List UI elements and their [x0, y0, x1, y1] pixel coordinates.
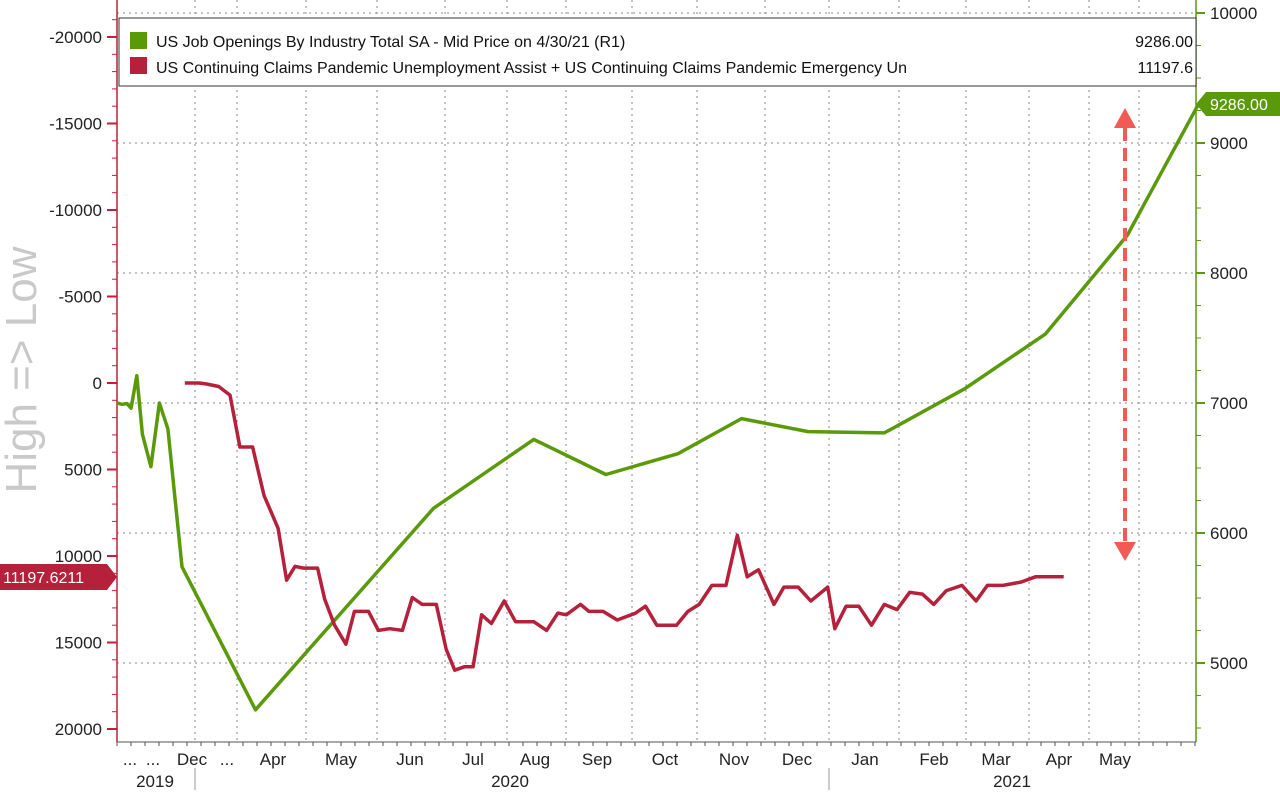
x-tick-label: Apr [260, 750, 287, 769]
left-tick-label: -20000 [49, 28, 102, 47]
right-tick-label: 8000 [1210, 264, 1248, 283]
left-tick-label: -15000 [49, 115, 102, 134]
grid-layer [117, 0, 1196, 742]
claims-last-value-tag [0, 564, 117, 590]
x-tick-label: May [1099, 750, 1132, 769]
x-year-label: 2020 [491, 772, 529, 790]
gap-arrow-up-head [1114, 108, 1136, 128]
x-tick-label: Jan [851, 750, 878, 769]
legend-swatch-continuing-claims [130, 57, 147, 74]
x-year-label: 2019 [136, 772, 174, 790]
right-tick-label: 7000 [1210, 394, 1248, 413]
legend-swatch-job-openings [130, 32, 147, 49]
value-tags: 9286.00 11197.6211 [0, 92, 1280, 590]
series-layer [116, 104, 1200, 712]
legend-value-continuing-claims: 11197.6 [1138, 60, 1194, 77]
x-tick-label: Mar [981, 750, 1011, 769]
x-tick-label: Dec [177, 750, 208, 769]
right-tick-label: 5000 [1210, 654, 1248, 673]
left-tick-label: 10000 [55, 547, 102, 566]
left-tick-label: 15000 [55, 634, 102, 653]
x-tick-label: Aug [520, 750, 550, 769]
left-axis-label: High => Low [0, 246, 46, 493]
job-openings-last-value: 9286.00 [1210, 97, 1268, 114]
x-tick-label: Nov [719, 750, 750, 769]
x-tick-label: Jun [396, 750, 423, 769]
x-tick-label: Feb [919, 750, 948, 769]
x-year-label: 2021 [993, 772, 1031, 790]
claims-last-value: 11197.6211 [3, 570, 84, 587]
x-tick-label: Jul [462, 750, 484, 769]
series-line-continuing-claims [184, 381, 1064, 672]
legend-label-job-openings: US Job Openings By Industry Total SA - M… [156, 34, 625, 51]
x-tick-label: Sep [582, 750, 612, 769]
annotation-layer [1114, 108, 1136, 561]
left-tick-label: 5000 [64, 461, 102, 480]
series-line-job-openings [116, 104, 1200, 712]
legend-label-continuing-claims: US Continuing Claims Pandemic Unemployme… [156, 60, 907, 77]
axis-layer: High => Low -20000 -15000 -10000 -5000 0 5000… [0, 0, 1257, 791]
gap-arrow-down-head [1114, 542, 1136, 561]
right-tick-label: 9000 [1210, 134, 1248, 153]
left-tick-label: -10000 [49, 201, 102, 220]
legend: US Job Openings By Industry Total SA - M… [118, 17, 1197, 87]
x-tick-label: May [325, 750, 358, 769]
right-tick-label: 10000 [1210, 4, 1257, 23]
left-tick-label: 20000 [55, 720, 102, 739]
right-tick-label: 6000 [1210, 524, 1248, 543]
legend-value-job-openings: 9286.00 [1135, 34, 1193, 51]
x-tick-label: Dec [782, 750, 813, 769]
x-tick-label: ... [220, 750, 234, 769]
left-tick-label: -5000 [59, 288, 102, 307]
left-tick-label: 0 [93, 374, 102, 393]
x-tick-label: Apr [1046, 750, 1073, 769]
x-tick-label: ... [146, 750, 160, 769]
x-tick-label: ... [123, 750, 137, 769]
job-openings-last-value-tag [1196, 92, 1280, 116]
legend-box [118, 17, 1197, 87]
x-tick-label: Oct [652, 750, 679, 769]
